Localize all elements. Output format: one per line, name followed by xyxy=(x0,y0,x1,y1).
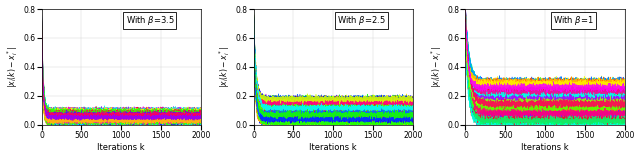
X-axis label: Iterations k: Iterations k xyxy=(97,143,145,152)
Text: With $\beta$=3.5: With $\beta$=3.5 xyxy=(125,14,174,27)
Text: With $\beta$=1: With $\beta$=1 xyxy=(554,14,594,27)
X-axis label: Iterations k: Iterations k xyxy=(309,143,357,152)
X-axis label: Iterations k: Iterations k xyxy=(522,143,569,152)
Y-axis label: $|x_i(k) - x_i^*|$: $|x_i(k) - x_i^*|$ xyxy=(218,46,232,88)
Y-axis label: $|x_i(k) - x_i^*|$: $|x_i(k) - x_i^*|$ xyxy=(429,46,444,88)
Y-axis label: $|x_i(k) - x_i^*|$: $|x_i(k) - x_i^*|$ xyxy=(6,46,20,88)
Text: With $\beta$=2.5: With $\beta$=2.5 xyxy=(337,14,386,27)
